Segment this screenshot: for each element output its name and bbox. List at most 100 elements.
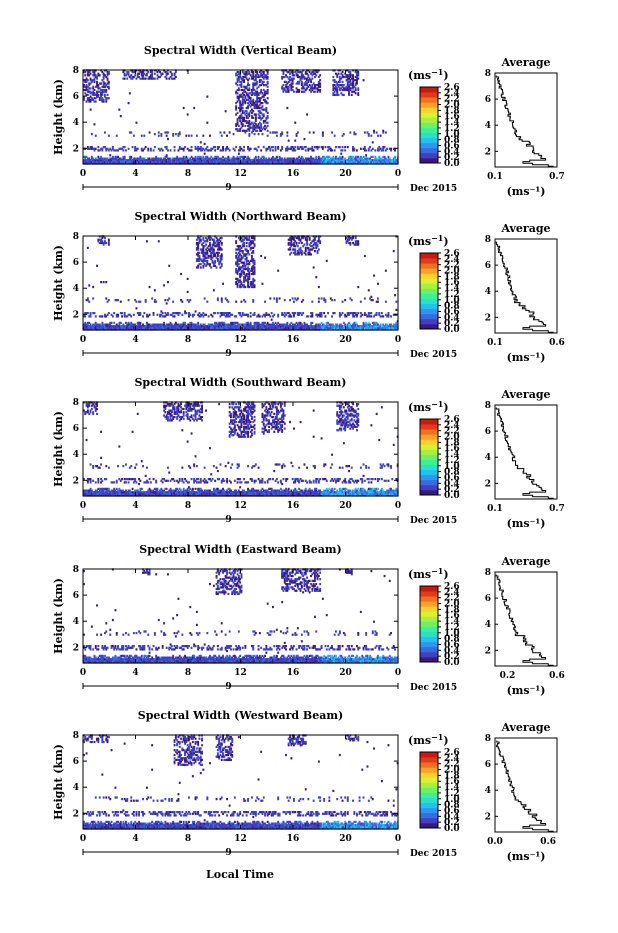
heatmap-cell: [214, 312, 216, 314]
heatmap-cell: [269, 315, 271, 317]
heatmap-cell: [116, 480, 118, 482]
heatmap-cell: [136, 307, 138, 309]
heatmap-cell: [150, 148, 152, 150]
heatmap-cell: [342, 81, 344, 83]
heatmap-cell: [364, 146, 366, 148]
heatmap-cell: [344, 146, 346, 148]
heatmap-cell: [290, 315, 292, 317]
heatmap-cell: [88, 284, 90, 286]
x-tick-label: 12: [234, 335, 247, 345]
y-axis-label: Height (km): [52, 245, 65, 321]
heatmap-cell: [225, 110, 227, 112]
heatmap-cell: [262, 283, 264, 285]
heatmap-cell: [385, 131, 387, 133]
colorbar-swatch: [420, 133, 438, 138]
average-frame: [495, 73, 557, 167]
heatmap-cell: [372, 141, 374, 143]
heatmap-cell: [297, 131, 299, 133]
average-unit: (ms⁻¹): [507, 185, 546, 198]
heatmap-cell: [157, 488, 159, 490]
heatmap-cell: [217, 297, 219, 299]
heatmap-cell: [365, 154, 367, 156]
heatmap-cell: [250, 97, 252, 99]
heatmap-cell: [189, 299, 191, 301]
colorbar: 2.62.42.22.01.81.61.41.21.00.80.60.40.20…: [408, 233, 460, 335]
heatmap-cell: [235, 315, 237, 317]
colorbar-swatch: [420, 87, 438, 92]
heatmap-cell: [206, 301, 208, 303]
colorbar-swatch: [420, 258, 438, 263]
heatmap-cell: [226, 135, 228, 137]
heatmap-cell: [248, 253, 250, 255]
x-tick-label: 4: [132, 335, 138, 345]
colorbar-swatch: [420, 309, 438, 314]
heatmap-cell: [179, 312, 181, 314]
heatmap-cell: [163, 322, 165, 324]
heatmap-cell: [342, 301, 344, 303]
heatmap-cell: [355, 87, 357, 89]
heatmap-cell: [306, 113, 308, 115]
heatmap-cell: [294, 146, 296, 148]
heatmap-cell: [160, 133, 162, 135]
heatmap-cell: [101, 480, 103, 482]
heatmap-cell: [321, 297, 323, 299]
heatmap-cell: [162, 73, 164, 75]
heatmap-cell: [294, 122, 296, 124]
heatmap-cell: [276, 131, 278, 133]
heatmap-cell: [164, 411, 166, 413]
heatmap-cell: [187, 113, 189, 115]
heatmap-cell: [259, 115, 261, 117]
heatmap-cell: [107, 78, 109, 80]
heatmap-cell: [200, 263, 202, 265]
x-tick-label: 0: [80, 169, 86, 179]
heatmap-cell: [370, 296, 372, 298]
heatmap-cell: [319, 79, 321, 81]
heatmap-cell: [126, 78, 128, 80]
heatmap-cell: [139, 480, 141, 482]
heatmap: [83, 401, 399, 496]
heatmap-cell: [103, 281, 105, 283]
heatmap-cell: [141, 488, 143, 490]
heatmap-cell: [298, 89, 300, 91]
heatmap-cell: [172, 301, 174, 303]
heatmap-cell: [293, 91, 295, 93]
heatmap-cell: [342, 71, 344, 73]
heatmap-cell: [142, 465, 144, 467]
heatmap-cell: [104, 237, 106, 239]
heatmap-cell: [314, 91, 316, 93]
heatmap-cell: [97, 478, 99, 480]
heatmap-cell: [179, 131, 181, 133]
heatmap-cell: [252, 299, 254, 301]
heatmap-cell: [313, 131, 315, 133]
heatmap-cell: [235, 301, 237, 303]
heatmap-cell: [238, 125, 240, 127]
heatmap-cell: [121, 478, 123, 480]
heatmap-cell: [195, 310, 197, 312]
heatmap-cell: [99, 467, 101, 469]
heatmap-cell: [137, 413, 139, 415]
heatmap-cell: [250, 315, 252, 317]
date-label: Dec 2015: [410, 350, 457, 360]
heatmap-cell: [322, 146, 324, 148]
x-tick-label: 8: [185, 335, 191, 345]
heatmap-cell: [120, 322, 122, 324]
panel-title: Spectral Width (Northward Beam): [135, 210, 347, 223]
heatmap-cell: [319, 240, 321, 242]
heatmap-cell: [338, 94, 340, 96]
heatmap-cell: [273, 314, 275, 316]
heatmap-cell: [222, 283, 224, 285]
heatmap-cell: [340, 153, 342, 155]
heatmap-cell: [235, 105, 237, 107]
heatmap-cell: [132, 488, 134, 490]
heatmap-cell: [92, 411, 94, 413]
heatmap-cell: [139, 312, 141, 314]
y-tick-label: 4: [73, 284, 79, 294]
heatmap-cell: [96, 265, 98, 267]
heatmap-cell: [318, 297, 320, 299]
heatmap-cell: [281, 131, 283, 133]
heatmap-cell: [267, 115, 269, 117]
colorbar-swatch: [420, 148, 438, 153]
heatmap-cell: [167, 312, 169, 314]
heatmap-cell: [103, 99, 105, 101]
panel-2: Spectral Width (Northward Beam)2468Heigh…: [52, 210, 565, 364]
